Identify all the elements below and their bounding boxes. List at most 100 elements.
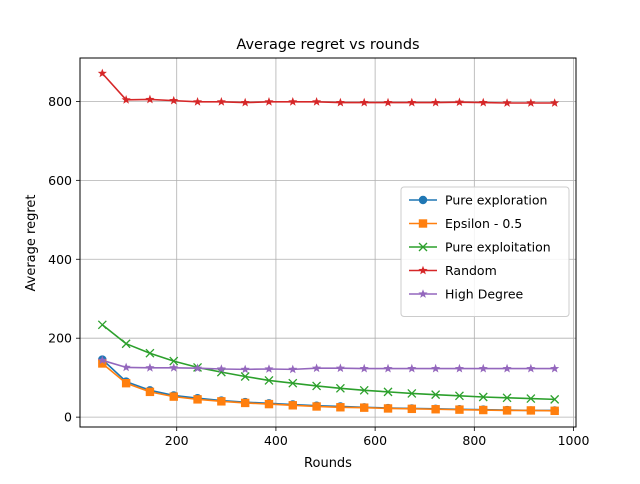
data-point (312, 402, 321, 411)
series-line (101, 324, 555, 401)
legend-item: Pure exploitation (409, 240, 551, 255)
data-point (169, 95, 179, 105)
data-point (502, 393, 512, 403)
data-point (455, 405, 464, 414)
data-point (121, 362, 131, 372)
series-3 (97, 320, 560, 404)
data-point (97, 68, 107, 78)
series-line (102, 359, 555, 371)
data-point (383, 387, 393, 397)
data-point (264, 364, 274, 373)
marker-stroke (526, 394, 536, 404)
data-point (288, 364, 298, 374)
data-point (312, 381, 322, 391)
series-4 (97, 68, 560, 107)
data-point (145, 363, 155, 372)
data-point (526, 406, 536, 415)
data-point (407, 363, 417, 373)
data-point (312, 97, 322, 106)
legend-marker (418, 195, 428, 205)
marker-stroke (478, 392, 488, 402)
data-point (192, 363, 203, 373)
data-point (526, 394, 536, 404)
data-point (121, 378, 131, 388)
data-point (216, 364, 226, 373)
marker-stroke (145, 348, 155, 358)
data-point (169, 356, 179, 366)
x-axis-label: Rounds (304, 456, 352, 471)
data-point (502, 98, 512, 107)
x-tick-label: 800 (462, 433, 486, 448)
data-point (454, 391, 464, 401)
legend-item: Random (409, 263, 497, 278)
data-point (431, 405, 440, 414)
data-point (550, 363, 560, 373)
data-point (288, 401, 297, 410)
legend-marker (418, 219, 428, 228)
legend: Pure exploration Epsilon - 0.5 Pure exploi… (400, 186, 570, 317)
x-tick-label: 400 (264, 433, 288, 448)
marker-stroke (431, 390, 441, 400)
series-2 (98, 359, 559, 416)
legend-label: Pure exploitation (445, 240, 551, 255)
data-point (478, 363, 488, 373)
data-point (550, 406, 559, 416)
y-axis-label: Average regret (24, 195, 39, 292)
data-point (454, 363, 465, 373)
data-point (217, 397, 226, 406)
data-point (335, 383, 345, 393)
marker-stroke (454, 391, 464, 401)
data-point (240, 97, 250, 107)
x-tick-label: 600 (363, 433, 387, 448)
data-point (336, 403, 345, 412)
chart-title: Average regret vs rounds (236, 37, 419, 53)
marker-stroke (240, 372, 250, 381)
data-point (360, 403, 369, 412)
marker-stroke (359, 385, 369, 395)
marker-stroke (264, 375, 274, 385)
axis-ticks: 200 400 600 800 1000 0 200 400 600 800 (48, 94, 589, 448)
legend-marker (418, 289, 428, 298)
legend-label: High Degree (445, 287, 524, 302)
data-point (335, 97, 345, 107)
y-tick-label: 800 (48, 94, 72, 109)
y-tick-label: 600 (48, 173, 72, 188)
data-point (288, 97, 298, 106)
series-5 (97, 355, 560, 374)
data-point (383, 404, 393, 413)
data-point (169, 363, 179, 372)
data-point (383, 97, 393, 107)
marker-stroke (407, 388, 417, 398)
data-point (121, 339, 131, 349)
plot-frame (79, 57, 577, 428)
data-point (145, 94, 155, 104)
marker-stroke (312, 381, 322, 391)
y-tick-label: 0 (64, 410, 72, 425)
data-point (359, 385, 369, 395)
data-point (407, 97, 417, 107)
data-point (431, 97, 441, 107)
marker-stroke (121, 339, 131, 349)
marker-stroke (97, 320, 107, 330)
marker-stroke (169, 356, 179, 366)
marker-stroke (418, 242, 428, 252)
data-point (359, 363, 369, 373)
data-point (335, 363, 345, 373)
data-point (478, 97, 488, 107)
data-point (240, 364, 250, 374)
legend-item: High Degree (409, 287, 524, 302)
data-point (407, 388, 417, 398)
marker-stroke (288, 378, 298, 388)
data-point (431, 390, 441, 400)
data-point (264, 399, 274, 409)
data-point (431, 363, 441, 373)
data-point (359, 97, 369, 107)
data-point (240, 398, 250, 408)
y-tick-label: 400 (48, 252, 72, 267)
legend-item: Pure exploration (409, 193, 547, 208)
data-point (479, 405, 488, 415)
x-tick-label: 200 (165, 433, 189, 448)
marker-stroke (502, 393, 512, 403)
legend-item: Epsilon - 0.5 (409, 216, 522, 231)
